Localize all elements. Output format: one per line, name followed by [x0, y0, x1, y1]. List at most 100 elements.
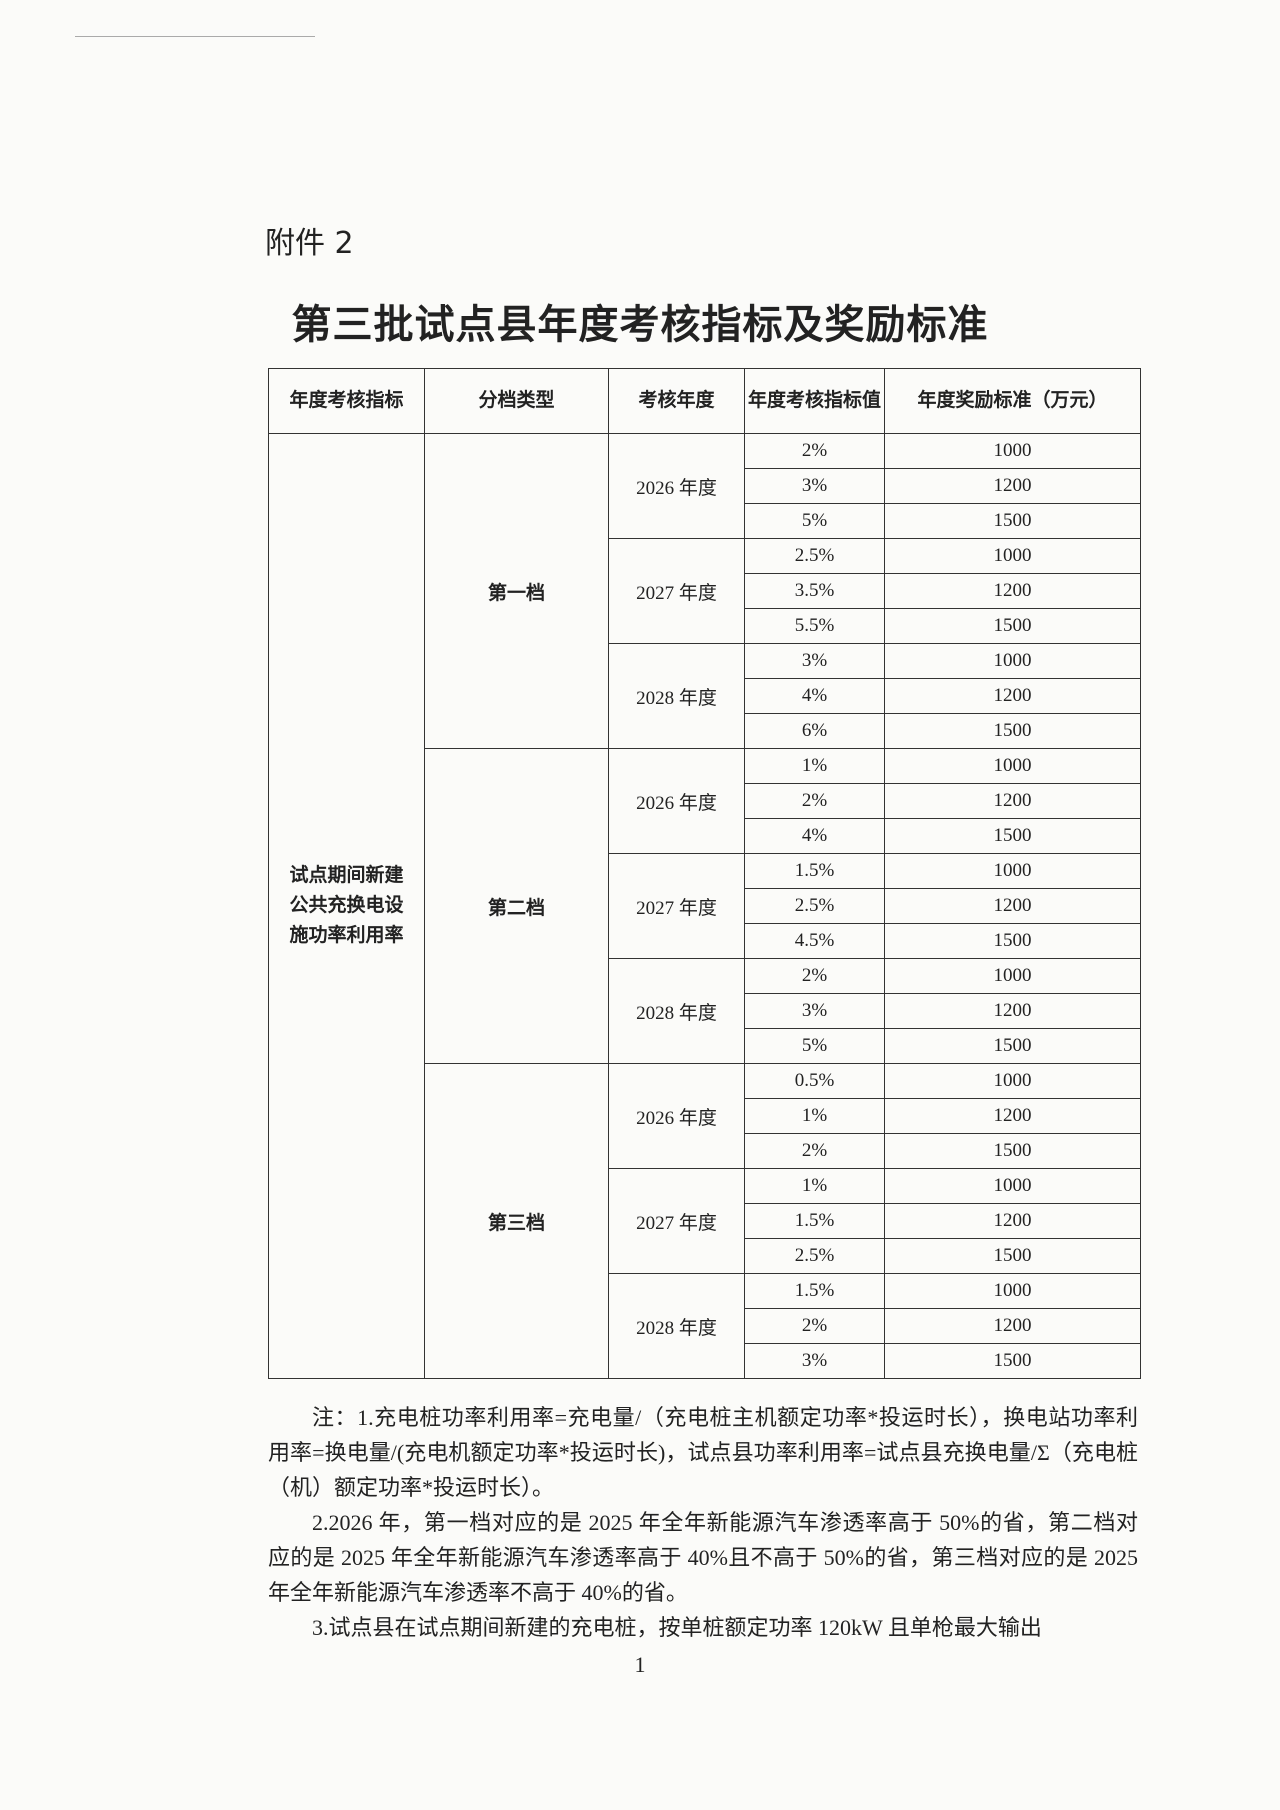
year-cell: 2027 年度 — [608, 538, 745, 644]
target-value-cell: 4.5% — [744, 923, 885, 959]
target-value-cell: 1.5% — [744, 1203, 885, 1239]
table-row: 5.5% 1500 — [269, 608, 1141, 644]
target-value-cell: 2% — [744, 433, 885, 469]
scan-edge-line — [75, 36, 315, 37]
target-value-cell: 3% — [744, 993, 885, 1029]
target-value-cell: 3% — [744, 1343, 885, 1379]
year-cell: 2026 年度 — [608, 1063, 745, 1169]
reward-cell: 1200 — [884, 993, 1141, 1029]
table-row: 2.5% 1200 — [269, 888, 1141, 924]
target-value-cell: 2% — [744, 1308, 885, 1344]
year-cell: 2027 年度 — [608, 853, 745, 959]
reward-cell: 1200 — [884, 1308, 1141, 1344]
target-value-cell: 1.5% — [744, 1273, 885, 1309]
target-value-cell: 5% — [744, 503, 885, 539]
year-cell: 2028 年度 — [608, 958, 745, 1064]
notes: 注：1.充电桩功率利用率=充电量/（充电桩主机额定功率*投运时长），换电站功率利… — [268, 1400, 1138, 1645]
year-cell: 2028 年度 — [608, 643, 745, 749]
reward-cell: 1000 — [884, 643, 1141, 679]
year-cell: 2026 年度 — [608, 748, 745, 854]
reward-cell: 1200 — [884, 468, 1141, 504]
target-value-cell: 4% — [744, 818, 885, 854]
reward-cell: 1200 — [884, 783, 1141, 819]
header-reward: 年度奖励标准（万元） — [884, 368, 1141, 434]
table-row: 2028 年度 3% 1000 — [269, 643, 1141, 749]
target-value-cell: 2% — [744, 783, 885, 819]
reward-cell: 1000 — [884, 958, 1141, 994]
target-value-cell: 0.5% — [744, 1063, 885, 1099]
assessment-table: 年度考核指标 分档类型 考核年度 年度考核指标值 年度奖励标准（万元） 试点期间… — [268, 368, 1141, 1379]
indicator-cell: 试点期间新建公共充换电设施功率利用率 — [268, 433, 425, 1379]
reward-cell: 1000 — [884, 748, 1141, 784]
attachment-label: 附件 2 — [265, 226, 354, 261]
reward-cell: 1200 — [884, 888, 1141, 924]
table-row: 第三档 2026 年度 0.5% 1000 — [269, 1063, 1141, 1379]
reward-cell: 1200 — [884, 1203, 1141, 1239]
reward-cell: 1500 — [884, 818, 1141, 854]
document-title: 第三批试点县年度考核指标及奖励标准 — [291, 302, 989, 347]
target-value-cell: 1% — [744, 1168, 885, 1204]
table-row: 3% 1200 — [269, 468, 1141, 504]
tier-cell: 第三档 — [424, 1063, 609, 1379]
target-value-cell: 2% — [744, 1133, 885, 1169]
table-row: 3.5% 1200 — [269, 573, 1141, 609]
table-row: 4% 1500 — [269, 818, 1141, 854]
year-cell: 2026 年度 — [608, 433, 745, 539]
table-row: 第二档 2026 年度 1% 1000 — [269, 748, 1141, 1064]
reward-cell: 1500 — [884, 608, 1141, 644]
table-row: 5% 1500 — [269, 1028, 1141, 1064]
tier-cell: 第一档 — [424, 433, 609, 749]
reward-cell: 1000 — [884, 433, 1141, 469]
reward-cell: 1000 — [884, 853, 1141, 889]
reward-cell: 1000 — [884, 1273, 1141, 1309]
note-1: 注：1.充电桩功率利用率=充电量/（充电桩主机额定功率*投运时长），换电站功率利… — [268, 1405, 1138, 1500]
target-value-cell: 3.5% — [744, 573, 885, 609]
target-value-cell: 3% — [744, 643, 885, 679]
reward-cell: 1500 — [884, 713, 1141, 749]
table-row: 3% 1500 — [269, 1343, 1141, 1379]
reward-cell: 1000 — [884, 538, 1141, 574]
target-value-cell: 2.5% — [744, 538, 885, 574]
reward-cell: 1500 — [884, 1343, 1141, 1379]
target-value-cell: 2.5% — [744, 888, 885, 924]
header-indicator: 年度考核指标 — [268, 368, 425, 434]
header-target: 年度考核指标值 — [744, 368, 885, 434]
reward-cell: 1500 — [884, 923, 1141, 959]
page-number: 1 — [634, 1652, 646, 1677]
reward-cell: 1500 — [884, 1238, 1141, 1274]
header-tier: 分档类型 — [424, 368, 609, 434]
header-year: 考核年度 — [608, 368, 745, 434]
table-row: 2027 年度 1.5% 1000 — [269, 853, 1141, 959]
target-value-cell: 3% — [744, 468, 885, 504]
table-row: 2% 1200 — [269, 783, 1141, 819]
table-row: 4.5% 1500 — [269, 923, 1141, 959]
table-body: 试点期间新建公共充换电设施功率利用率 第一档 2026 年度 2% 1000 3% 1200… — [268, 433, 1141, 1379]
target-value-cell: 2.5% — [744, 1238, 885, 1274]
table-header-row: 年度考核指标 分档类型 考核年度 年度考核指标值 年度奖励标准（万元） — [268, 368, 1141, 434]
reward-cell: 1500 — [884, 1028, 1141, 1064]
table-row: 2027 年度 1% 1000 — [269, 1168, 1141, 1274]
target-value-cell: 1% — [744, 1098, 885, 1134]
reward-cell: 1500 — [884, 1133, 1141, 1169]
target-value-cell: 1.5% — [744, 853, 885, 889]
target-value-cell: 4% — [744, 678, 885, 714]
year-cell: 2028 年度 — [608, 1273, 745, 1379]
reward-cell: 1200 — [884, 678, 1141, 714]
target-value-cell: 1% — [744, 748, 885, 784]
note-2: 2.2026 年，第一档对应的是 2025 年全年新能源汽车渗透率高于 50%的… — [268, 1510, 1138, 1605]
target-value-cell: 5% — [744, 1028, 885, 1064]
reward-cell: 1000 — [884, 1168, 1141, 1204]
table-row: 1% 1200 — [269, 1098, 1141, 1134]
target-value-cell: 5.5% — [744, 608, 885, 644]
table-row: 2% 1500 — [269, 1133, 1141, 1169]
table-row: 5% 1500 — [269, 503, 1141, 539]
year-cell: 2027 年度 — [608, 1168, 745, 1274]
reward-cell: 1200 — [884, 1098, 1141, 1134]
reward-cell: 1500 — [884, 503, 1141, 539]
target-value-cell: 2% — [744, 958, 885, 994]
target-value-cell: 6% — [744, 713, 885, 749]
table-row: 试点期间新建公共充换电设施功率利用率 第一档 2026 年度 2% 1000 — [268, 433, 1141, 1379]
tier-cell: 第二档 — [424, 748, 609, 1064]
reward-cell: 1000 — [884, 1063, 1141, 1099]
note-3: 3.试点县在试点期间新建的充电桩，按单桩额定功率 120kW 且单枪最大输出 — [312, 1615, 1042, 1640]
